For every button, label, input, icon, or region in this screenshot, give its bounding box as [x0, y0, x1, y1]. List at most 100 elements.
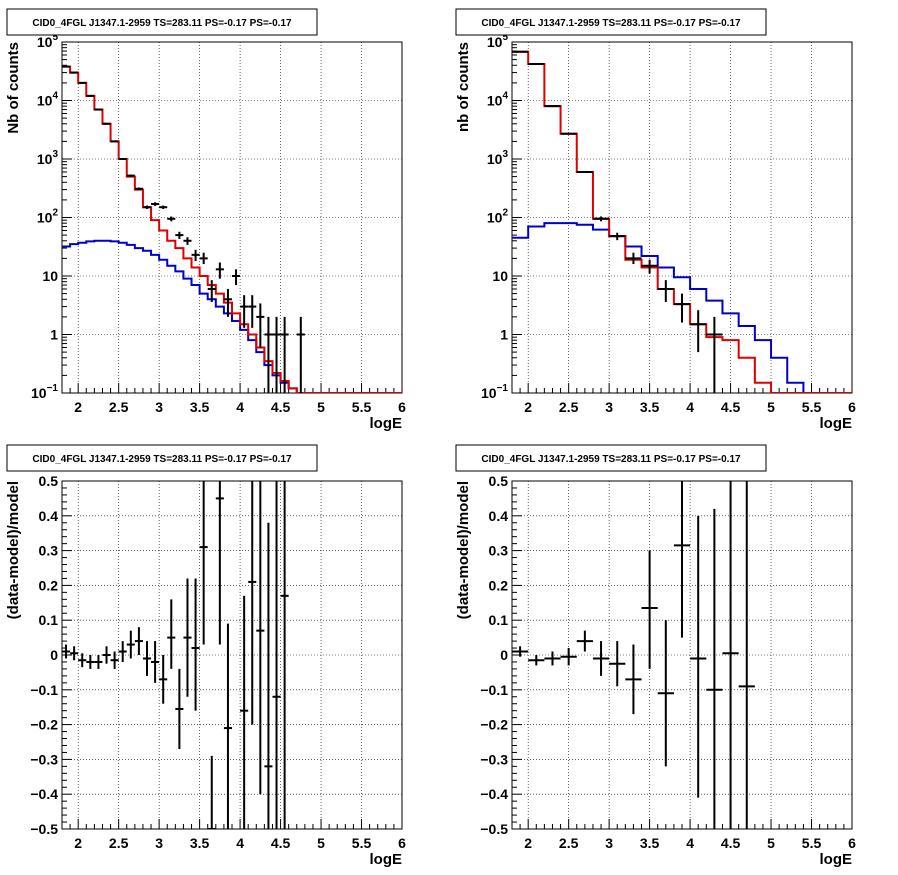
y-tick-mantissa: 10 — [37, 151, 53, 167]
data-point — [240, 595, 249, 829]
x-tick-label: 4.5 — [721, 835, 741, 851]
y-tick-label: 0.1 — [489, 612, 509, 628]
data-point — [70, 71, 79, 74]
y-tick-exponent: 5 — [502, 32, 508, 43]
data-point — [690, 515, 707, 798]
data-point — [264, 316, 273, 393]
x-tick-label: 6 — [398, 399, 406, 415]
y-tick-label: 0.4 — [489, 508, 509, 524]
y-tick-label: 0 — [50, 647, 58, 663]
y-axis-title: (data-model)/model — [455, 481, 472, 619]
data-point — [223, 623, 232, 829]
y-tick-label: 0.1 — [39, 612, 59, 628]
chart-title: CID0_4FGL J1347.1-2959 TS=283.11 PS=-0.1… — [32, 18, 292, 29]
y-tick-label: 104 — [37, 91, 59, 109]
histogram-series-blue — [512, 222, 852, 393]
x-tick-label: 3 — [605, 835, 613, 851]
y-tick-label: 102 — [37, 208, 59, 226]
y-tick-mantissa: 10 — [31, 385, 47, 401]
x-tick-label: 3.5 — [190, 399, 210, 415]
y-tick-mantissa: 10 — [481, 385, 497, 401]
data-point — [256, 303, 265, 348]
y-tick-label: −0.5 — [30, 821, 58, 837]
histogram-series-red — [62, 65, 402, 393]
chart-title: CID0_4FGL J1347.1-2959 TS=283.11 PS=-0.1… — [481, 18, 741, 29]
title-box — [455, 444, 767, 472]
data-point — [102, 646, 111, 664]
y-tick-label: 105 — [37, 32, 59, 50]
data-point — [167, 216, 176, 222]
data-point — [142, 641, 152, 676]
data-point — [722, 481, 739, 829]
data-point — [118, 641, 127, 662]
x-tick-label: 4.5 — [271, 835, 291, 851]
data-point — [576, 630, 593, 652]
data-point — [191, 578, 200, 711]
y-tick-exponent: 5 — [52, 32, 58, 43]
data-point — [223, 288, 232, 317]
data-point — [657, 620, 674, 767]
data-point — [625, 644, 642, 715]
chart-title: CID0_4FGL J1347.1-2959 TS=283.11 PS=-0.1… — [32, 454, 292, 465]
y-tick-label: 104 — [487, 91, 509, 109]
y-tick-mantissa: 10 — [37, 210, 53, 226]
y-tick-label: −0.3 — [480, 751, 508, 767]
data-point — [528, 655, 545, 666]
data-point — [576, 170, 593, 174]
y-tick-label: −0.2 — [30, 717, 58, 733]
data-point — [248, 481, 257, 725]
y-tick-label: 10−1 — [481, 383, 508, 401]
x-tick-label: 5 — [767, 399, 775, 415]
data-point — [102, 122, 111, 125]
data-point — [94, 655, 103, 669]
data-point — [207, 280, 216, 302]
data-point — [175, 668, 184, 749]
data-point — [641, 259, 658, 274]
data-point — [625, 252, 642, 265]
y-tick-mantissa: 10 — [487, 93, 503, 109]
y-axis-title: nb of counts — [455, 42, 472, 132]
x-tick-label: 3 — [155, 399, 163, 415]
data-point — [690, 310, 707, 353]
data-point — [175, 231, 184, 239]
x-tick-label: 5.5 — [352, 399, 372, 415]
data-point — [232, 269, 241, 286]
data-point — [126, 630, 135, 659]
y-tick-label: −0.4 — [480, 786, 508, 802]
data-point — [673, 293, 691, 323]
y-tick-exponent: 4 — [52, 91, 58, 102]
y-tick-exponent: 2 — [52, 208, 58, 219]
data-point — [86, 94, 95, 97]
x-tick-label: 6 — [848, 835, 856, 851]
data-point — [512, 646, 529, 657]
data-point — [592, 216, 610, 222]
x-tick-label: 6 — [848, 399, 856, 415]
data-point — [706, 508, 723, 829]
data-point — [609, 641, 626, 687]
x-axis-title: logE — [370, 415, 403, 432]
data-point — [256, 481, 265, 795]
y-tick-label: 0.5 — [489, 473, 509, 489]
data-point — [706, 316, 723, 393]
x-tick-label: 5.5 — [802, 399, 822, 415]
x-tick-label: 2.5 — [109, 399, 129, 415]
x-tick-label: 3.5 — [640, 399, 660, 415]
data-point — [199, 252, 208, 265]
data-point — [264, 522, 273, 829]
y-tick-mantissa: 10 — [487, 151, 503, 167]
data-point — [215, 481, 224, 645]
y-tick-exponent: −1 — [47, 383, 59, 394]
plot-frame — [511, 41, 853, 394]
data-point — [560, 132, 577, 135]
title-box — [6, 444, 318, 472]
data-point — [215, 262, 224, 279]
y-tick-exponent: 3 — [52, 149, 58, 160]
data-point — [70, 646, 79, 661]
data-point — [280, 481, 289, 829]
data-point — [560, 648, 577, 666]
y-tick-exponent: 3 — [502, 149, 508, 160]
x-axis-title: logE — [820, 415, 853, 432]
x-tick-label: 3 — [155, 835, 163, 851]
y-tick-label: −0.2 — [480, 717, 508, 733]
x-tick-label: 5.5 — [802, 835, 822, 851]
